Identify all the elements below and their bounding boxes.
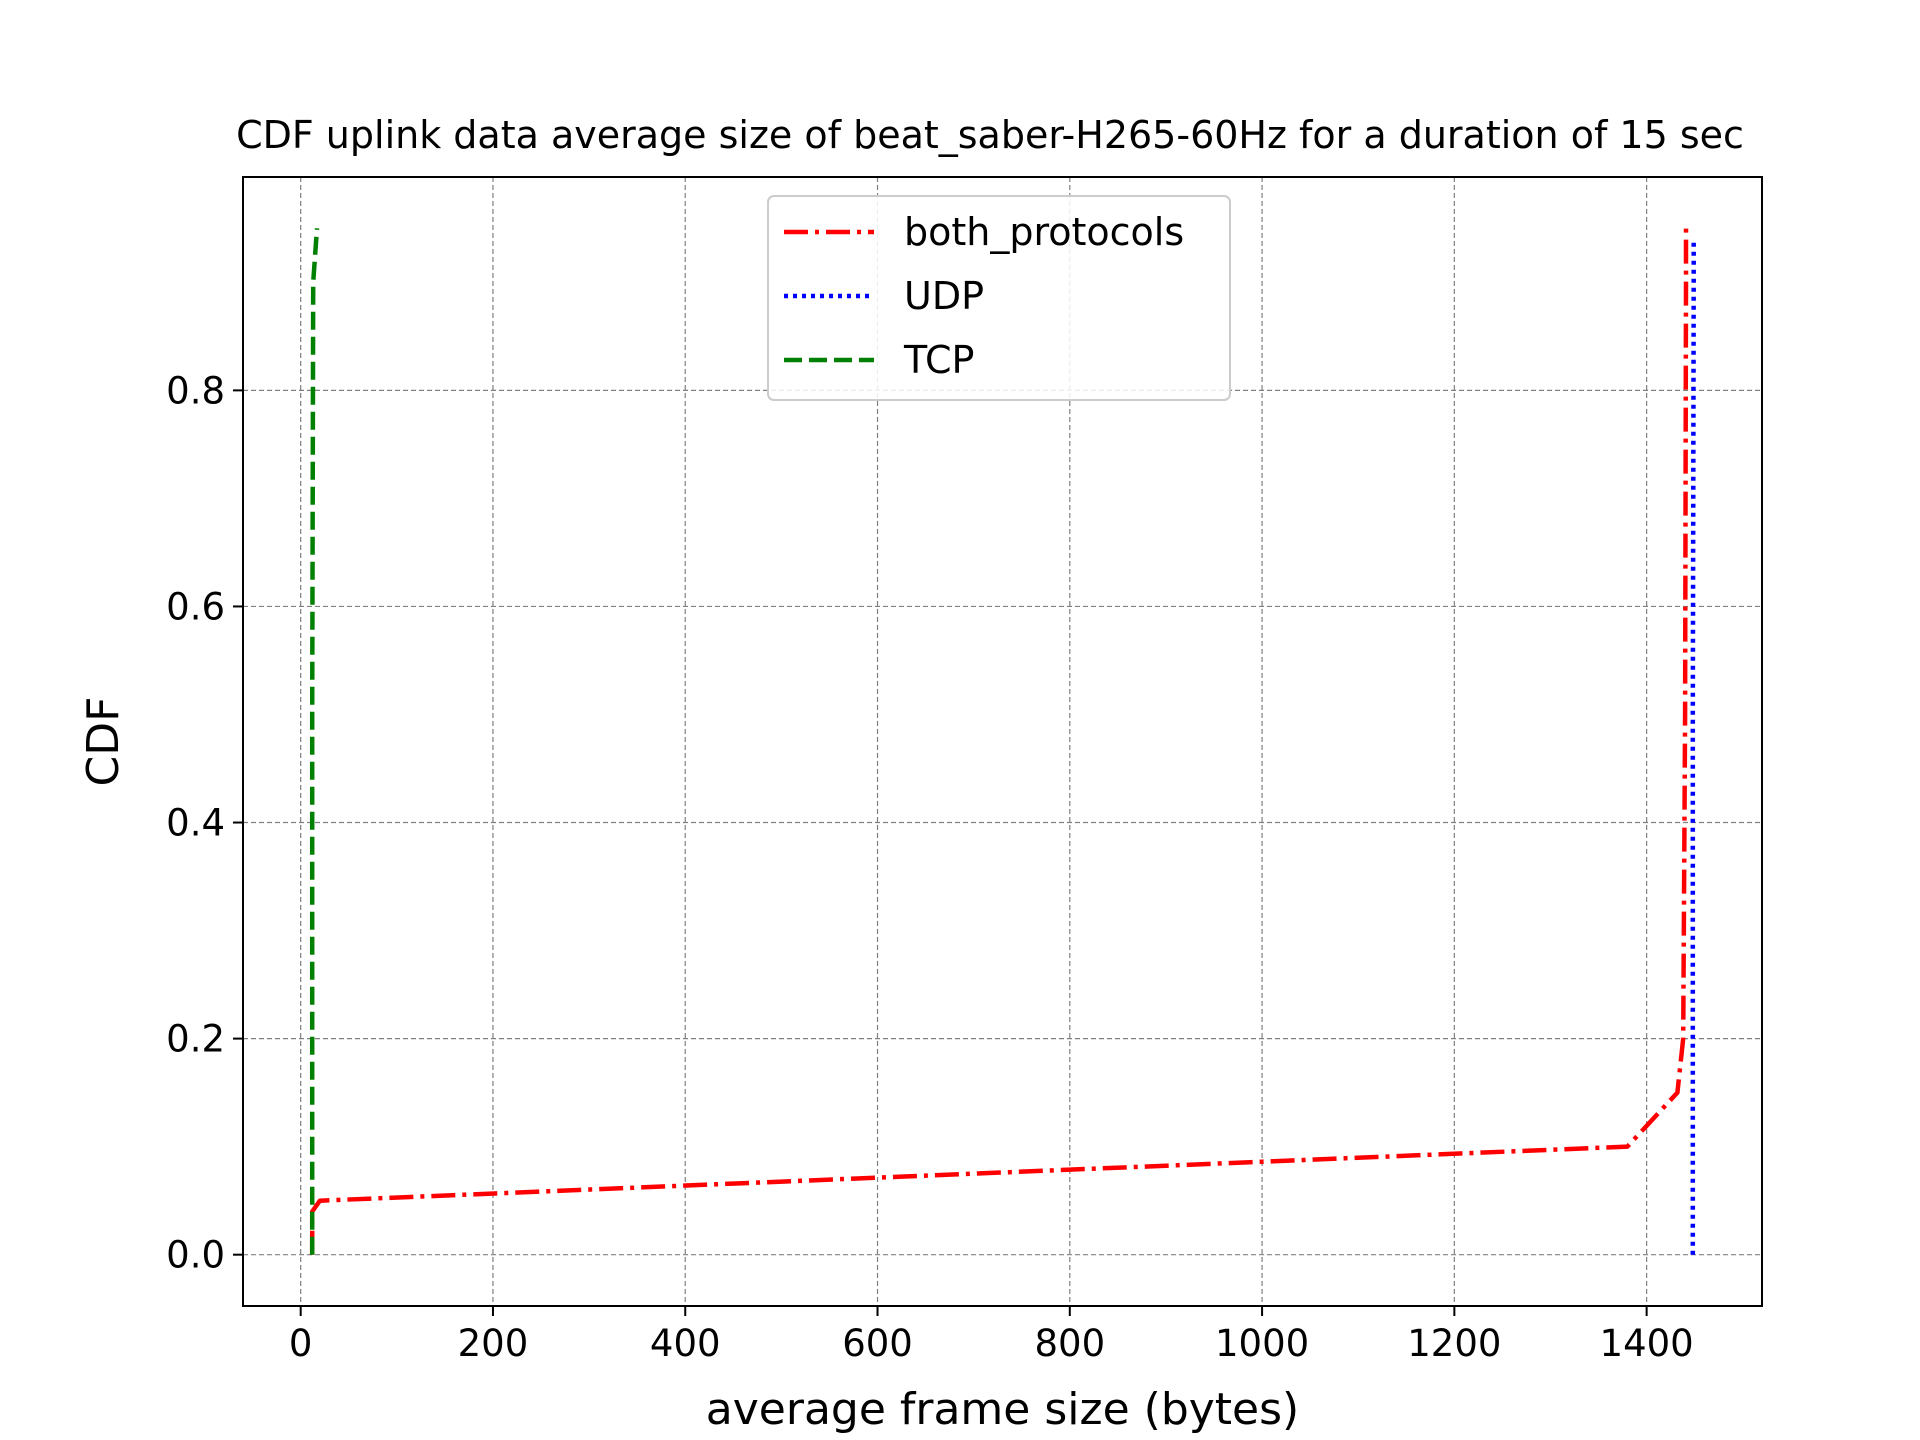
legend-label: both_protocols (904, 210, 1184, 254)
plot-frame (242, 176, 1763, 1307)
x-axis-label: average frame size (bytes) (706, 1384, 1299, 1435)
x-tick-label: 400 (650, 1322, 721, 1365)
y-tick-label: 0.4 (166, 802, 225, 845)
x-tick-label: 1400 (1600, 1322, 1694, 1365)
series-line-tcp (309, 228, 320, 1255)
y-axis-label: CDF (78, 697, 129, 787)
x-tick-label: 600 (842, 1322, 913, 1365)
legend: both_protocols UDP TCP (767, 195, 1231, 401)
series-line-both-protocols (309, 228, 1689, 1255)
series-line-udp (1690, 239, 1696, 1255)
axis-ticks: 0 200 400 600 800 1000 1200 1400 0.0 0.2 0.4 0.6 0.8 (166, 369, 1694, 1365)
x-tick-label: 1200 (1407, 1322, 1501, 1365)
x-tick-label: 0 (289, 1322, 313, 1365)
y-tick-label: 0.0 (166, 1234, 225, 1277)
series-lines (309, 228, 1696, 1255)
x-tick-label: 800 (1034, 1322, 1105, 1365)
legend-label: UDP (904, 274, 984, 318)
grid (243, 177, 1762, 1306)
x-tick-label: 1000 (1215, 1322, 1309, 1365)
y-tick-label: 0.2 (166, 1018, 225, 1061)
chart-title: CDF uplink data average size of beat_sab… (236, 113, 1744, 157)
x-tick-label: 200 (458, 1322, 529, 1365)
legend-box (767, 195, 1231, 401)
legend-label: TCP (903, 338, 974, 382)
y-tick-label: 0.6 (166, 585, 225, 628)
y-tick-label: 0.8 (166, 369, 225, 412)
